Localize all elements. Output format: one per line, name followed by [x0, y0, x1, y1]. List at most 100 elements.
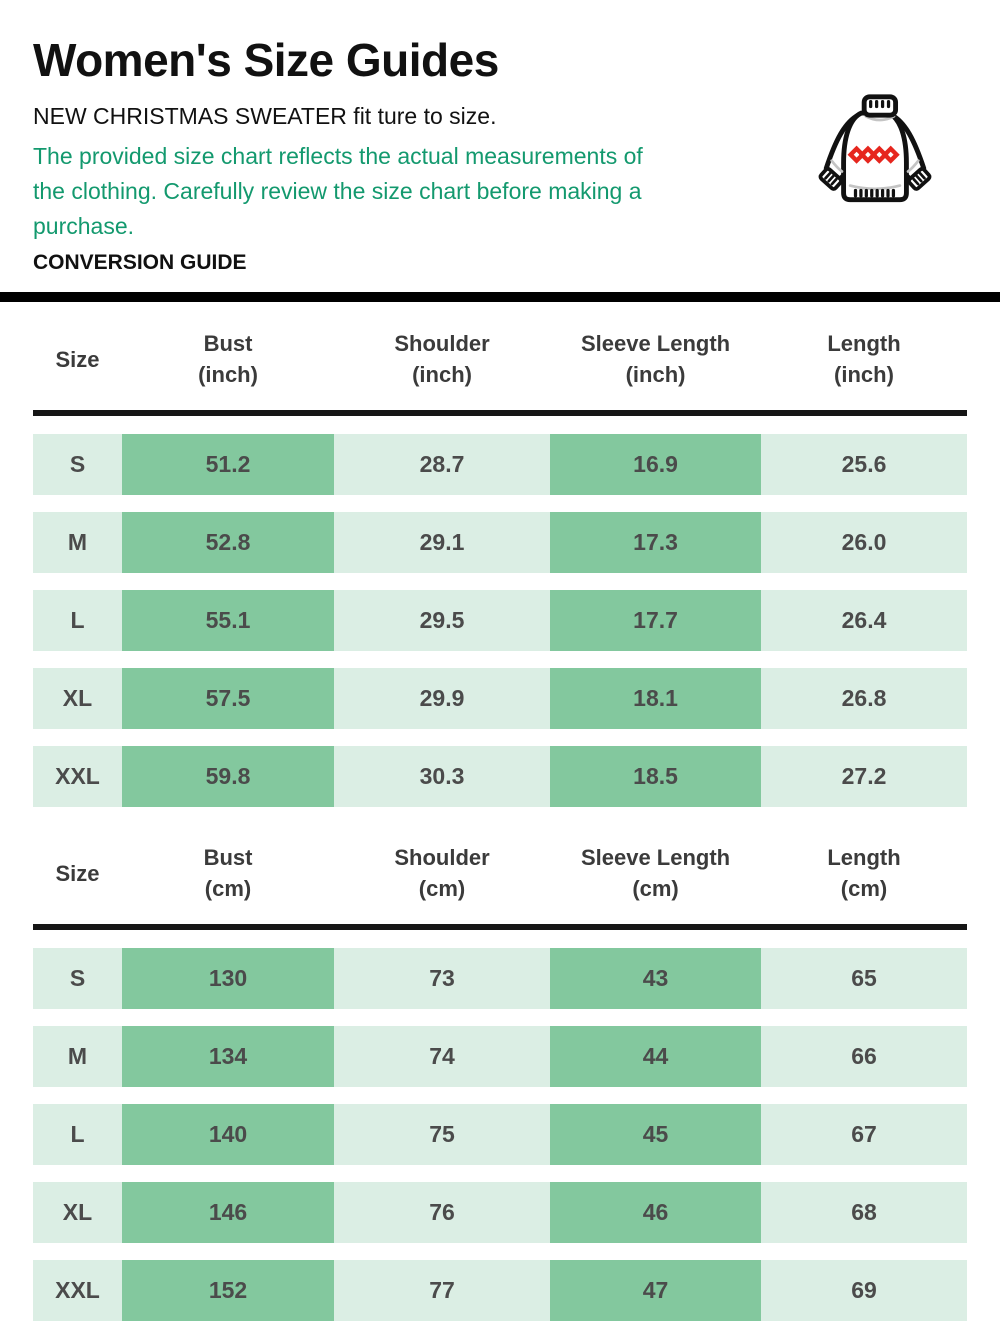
cell-sleeve-length: 18.5 — [550, 746, 762, 807]
column-header-shoulder: Shoulder (cm) — [334, 842, 550, 904]
column-header-label: Shoulder — [394, 331, 490, 356]
cell-shoulder: 76 — [334, 1182, 551, 1243]
cell-length: 26.8 — [761, 668, 967, 729]
cell-shoulder: 29.9 — [334, 668, 551, 729]
column-header-unit: (cm) — [840, 876, 888, 901]
column-header-sleeve-length: Sleeve Length (inch) — [550, 328, 761, 390]
cell-length: 66 — [761, 1026, 967, 1087]
conversion-guide-label: CONVERSION GUIDE — [33, 251, 247, 274]
cell-shoulder: 75 — [334, 1104, 551, 1165]
cell-size: S — [33, 434, 122, 495]
cell-bust: 146 — [122, 1182, 335, 1243]
column-header-bust: Bust (cm) — [122, 842, 334, 904]
cell-sleeve-length: 18.1 — [550, 668, 762, 729]
cell-shoulder: 74 — [334, 1026, 551, 1087]
cell-bust: 57.5 — [122, 668, 335, 729]
table-row: XL 57.5 29.9 18.1 26.8 — [33, 668, 967, 729]
table-row: L 140 75 45 67 — [33, 1104, 967, 1165]
table-row: M 134 74 44 66 — [33, 1026, 967, 1087]
cell-shoulder: 73 — [334, 948, 551, 1009]
size-table-cm: Size Bust (cm) Shoulder (cm) Sleeve Leng… — [33, 824, 967, 1321]
cell-bust: 140 — [122, 1104, 335, 1165]
table-row: XL 146 76 46 68 — [33, 1182, 967, 1243]
cell-bust: 130 — [122, 948, 335, 1009]
column-header-unit: (cm) — [204, 876, 252, 901]
cell-length: 68 — [761, 1182, 967, 1243]
cell-length: 65 — [761, 948, 967, 1009]
section-divider — [0, 292, 1000, 302]
size-table-inches: Size Bust (inch) Shoulder (inch) Sleeve … — [33, 302, 967, 807]
table-row: XXL 152 77 47 69 — [33, 1260, 967, 1321]
cell-shoulder: 77 — [334, 1260, 551, 1321]
cell-length: 67 — [761, 1104, 967, 1165]
table-row: XXL 59.8 30.3 18.5 27.2 — [33, 746, 967, 807]
table-body: S 130 73 43 65 M 134 74 44 66 L 140 75 4… — [33, 948, 967, 1321]
cell-shoulder: 30.3 — [334, 746, 551, 807]
cell-sleeve-length: 45 — [550, 1104, 762, 1165]
cell-sleeve-length: 46 — [550, 1182, 762, 1243]
column-header-label: Bust — [203, 845, 253, 870]
cell-length: 27.2 — [761, 746, 967, 807]
column-header-unit: (inch) — [834, 362, 894, 387]
table-header-row: Size Bust (inch) Shoulder (inch) Sleeve … — [33, 302, 967, 410]
column-header-label: Sleeve Length — [580, 845, 731, 870]
cell-size: L — [33, 1104, 122, 1165]
table-body: S 51.2 28.7 16.9 25.6 M 52.8 29.1 17.3 2… — [33, 434, 967, 807]
christmas-sweater-icon — [818, 94, 932, 203]
cell-size: M — [33, 1026, 122, 1087]
cell-shoulder: 29.5 — [334, 590, 551, 651]
column-header-unit: (inch) — [625, 362, 686, 387]
column-header-bust: Bust (inch) — [122, 328, 334, 390]
cell-bust: 152 — [122, 1260, 335, 1321]
column-header-size: Size — [55, 860, 100, 886]
header-underline — [33, 410, 967, 416]
cell-size: S — [33, 948, 122, 1009]
cell-sleeve-length: 17.3 — [550, 512, 762, 573]
cell-size: L — [33, 590, 122, 651]
column-header-length: Length (inch) — [761, 328, 967, 390]
column-header-unit: (inch) — [412, 362, 472, 387]
header-block: Women's Size Guides NEW CHRISTMAS SWEATE… — [0, 34, 1000, 276]
column-header-sleeve-length: Sleeve Length (cm) — [550, 842, 761, 904]
column-header-unit: (cm) — [632, 876, 679, 901]
cell-length: 26.0 — [761, 512, 967, 573]
cell-bust: 55.1 — [122, 590, 335, 651]
cell-length: 25.6 — [761, 434, 967, 495]
cell-shoulder: 28.7 — [334, 434, 551, 495]
cell-shoulder: 29.1 — [334, 512, 551, 573]
table-row: L 55.1 29.5 17.7 26.4 — [33, 590, 967, 651]
column-header-label: Length — [827, 331, 901, 356]
column-header-label: Sleeve Length — [580, 331, 731, 356]
header-underline — [33, 924, 967, 930]
cell-sleeve-length: 17.7 — [550, 590, 762, 651]
page-title: Women's Size Guides — [33, 34, 499, 86]
column-header-length: Length (cm) — [761, 842, 967, 904]
column-header-label: Shoulder — [394, 845, 490, 870]
cell-length: 69 — [761, 1260, 967, 1321]
column-header-shoulder: Shoulder (inch) — [334, 328, 550, 390]
cell-size: M — [33, 512, 122, 573]
cell-sleeve-length: 16.9 — [550, 434, 762, 495]
cell-size: XL — [33, 668, 122, 729]
cell-bust: 52.8 — [122, 512, 335, 573]
column-header-label: Bust — [203, 331, 253, 356]
product-subtitle: NEW CHRISTMAS SWEATER fit ture to size. — [33, 103, 497, 129]
cell-sleeve-length: 43 — [550, 948, 762, 1009]
table-row: M 52.8 29.1 17.3 26.0 — [33, 512, 967, 573]
column-header-unit: (inch) — [198, 362, 258, 387]
table-row: S 130 73 43 65 — [33, 948, 967, 1009]
cell-size: XXL — [33, 1260, 122, 1321]
cell-length: 26.4 — [761, 590, 967, 651]
cell-size: XXL — [33, 746, 122, 807]
size-chart-note: The provided size chart reflects the act… — [33, 143, 643, 239]
cell-size: XL — [33, 1182, 122, 1243]
cell-sleeve-length: 44 — [550, 1026, 762, 1087]
column-header-label: Length — [827, 845, 901, 870]
column-header-unit: (cm) — [418, 876, 466, 901]
table-row: S 51.2 28.7 16.9 25.6 — [33, 434, 967, 495]
cell-bust: 51.2 — [122, 434, 335, 495]
cell-sleeve-length: 47 — [550, 1260, 762, 1321]
table-header-row: Size Bust (cm) Shoulder (cm) Sleeve Leng… — [33, 824, 967, 924]
cell-bust: 134 — [122, 1026, 335, 1087]
